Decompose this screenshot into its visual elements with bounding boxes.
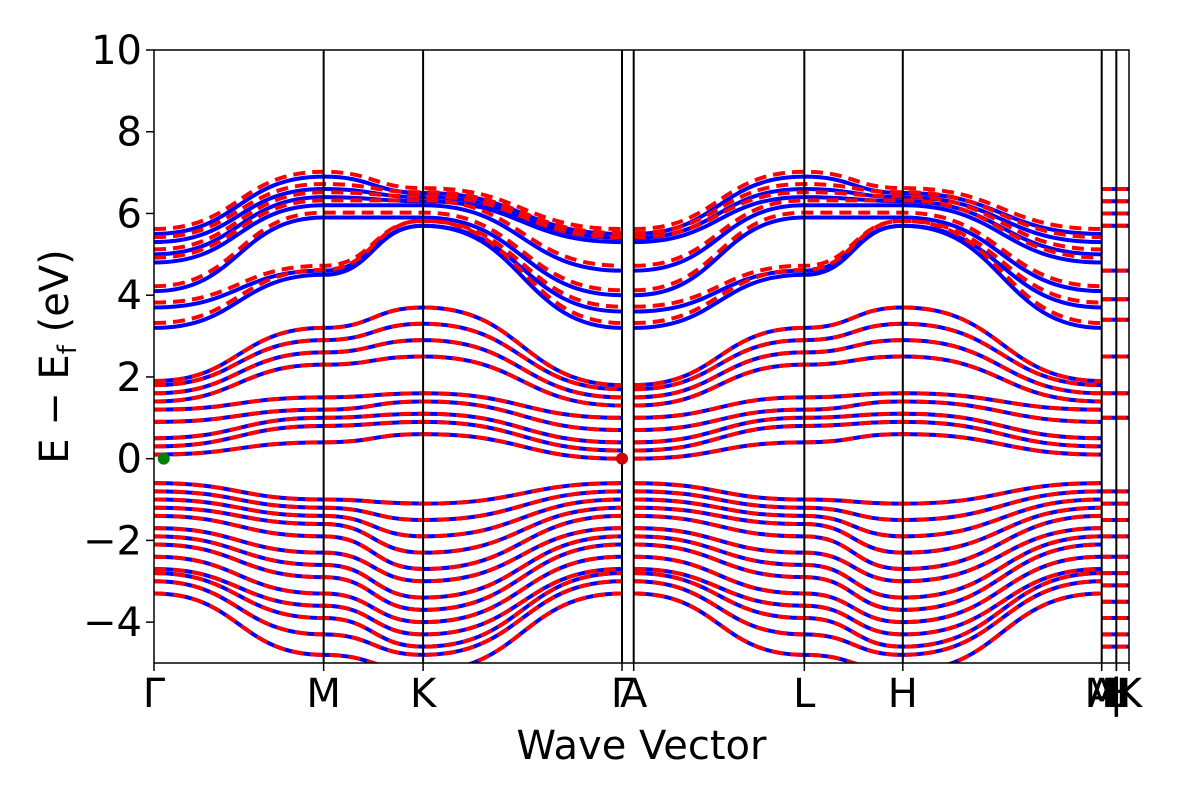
band-down — [154, 218, 1102, 325]
y-tick-label: 10 — [91, 28, 142, 74]
kpoint-lines — [322, 50, 1118, 663]
band-up — [154, 542, 1102, 612]
band-down — [154, 534, 1102, 600]
band-up — [154, 571, 1102, 649]
x-tick-label: K — [1116, 671, 1144, 717]
y-axis-label-main: E − E — [32, 354, 78, 464]
y-axis-label: E − Ef (eV) — [32, 249, 83, 464]
band-down — [154, 399, 1102, 433]
band-down — [154, 554, 1102, 625]
band-down — [154, 419, 1102, 453]
y-tick-label: −4 — [83, 600, 142, 646]
x-ticks: Γ M K ΓA L H AM|LH|K — [143, 663, 1144, 717]
y-tick-label: 8 — [117, 110, 142, 156]
extremum-marker — [616, 452, 628, 465]
band-down — [154, 489, 1102, 522]
band-up — [154, 215, 1102, 298]
band-up — [154, 321, 1102, 392]
band-down — [154, 513, 1102, 572]
x-tick-label: Γ — [611, 671, 634, 717]
band-down — [154, 198, 1102, 268]
x-tick-label: L — [1105, 671, 1128, 717]
y-tick-label: 4 — [117, 273, 142, 319]
y-tick-label: 0 — [117, 437, 142, 483]
band-down — [154, 481, 1102, 506]
y-axis-label-subscript: f — [53, 344, 83, 354]
x-tick-label: L — [793, 671, 816, 717]
x-tick-label: H — [1101, 671, 1131, 717]
band-down — [154, 591, 1102, 663]
band-up — [154, 338, 1102, 400]
band-down — [154, 321, 1102, 392]
x-axis-label: Wave Vector — [517, 723, 768, 769]
y-tick-label: −2 — [83, 518, 142, 564]
band-down — [154, 182, 1102, 240]
band-down — [154, 391, 1102, 420]
x-tick-label: M — [306, 671, 341, 717]
band-down — [154, 190, 1102, 252]
band-down — [154, 505, 1102, 555]
x-tick-label: A — [620, 671, 648, 717]
plot-frame — [153, 49, 1130, 664]
y-tick-label: 6 — [117, 191, 142, 237]
x-tick-label: A — [1088, 671, 1116, 717]
band-extremum-markers — [157, 452, 628, 465]
band-up — [154, 223, 1102, 314]
band-lines — [154, 169, 1129, 663]
band-down — [154, 542, 1102, 612]
x-tick-label: Γ — [143, 671, 166, 717]
x-tick-label: M — [1084, 671, 1119, 717]
y-tick-label: 2 — [117, 355, 142, 401]
band-down — [154, 432, 1102, 461]
band-down — [154, 210, 1102, 293]
band-down — [154, 169, 1102, 231]
extremum-marker — [157, 452, 170, 465]
band-down — [154, 567, 1102, 637]
band-up — [154, 223, 1102, 330]
x-tick-label: | — [1110, 671, 1123, 717]
x-tick-label: | — [1110, 671, 1123, 717]
band-down — [154, 579, 1102, 657]
band-down — [154, 338, 1102, 400]
y-ticks: −4 −2 0 2 4 6 8 10 — [83, 28, 154, 646]
y-axis-label-unit: (eV) — [32, 249, 78, 345]
band-down — [154, 497, 1102, 539]
band-down — [154, 354, 1102, 408]
band-down — [154, 526, 1102, 584]
band-down — [154, 305, 1102, 388]
x-tick-label: K — [410, 671, 438, 717]
band-up — [154, 203, 1102, 273]
x-tick-label: H — [888, 671, 918, 717]
band-down — [154, 571, 1102, 649]
band-down — [154, 218, 1102, 309]
band-down — [154, 411, 1102, 445]
